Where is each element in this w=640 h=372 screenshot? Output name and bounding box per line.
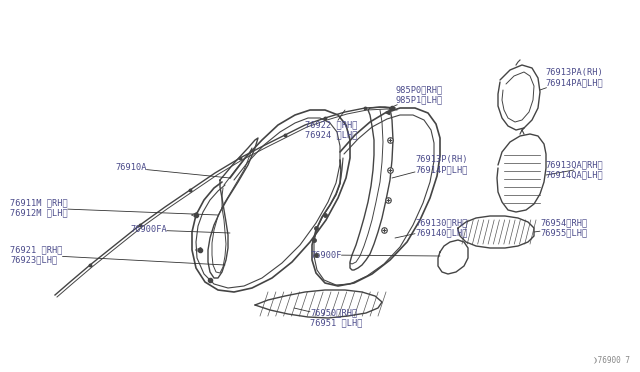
Text: 76900FA: 76900FA (130, 225, 230, 234)
Text: 76922 〈RH〉
76924 〈LH〉: 76922 〈RH〉 76924 〈LH〉 (305, 110, 358, 140)
Text: 76913PA(RH)
76914PA〈LH〉: 76913PA(RH) 76914PA〈LH〉 (540, 68, 603, 90)
Text: 76954〈RH〉
76955〈LH〉: 76954〈RH〉 76955〈LH〉 (534, 218, 588, 238)
Text: ❩76900 7: ❩76900 7 (593, 355, 630, 364)
Text: 76950〈RH〉
76951 〈LH〉: 76950〈RH〉 76951 〈LH〉 (294, 308, 362, 328)
Text: 769130〈RH〉
769140〈LH〉: 769130〈RH〉 769140〈LH〉 (395, 218, 467, 238)
Text: 76921 〈RH〉
76923〈LH〉: 76921 〈RH〉 76923〈LH〉 (10, 245, 225, 265)
Text: 76910A: 76910A (115, 164, 230, 178)
Text: 76900F: 76900F (310, 250, 440, 260)
Text: 985P0〈RH〉
985P1〈LH〉: 985P0〈RH〉 985P1〈LH〉 (390, 85, 442, 108)
Text: 76911M 〈RH〉
76912M 〈LH〉: 76911M 〈RH〉 76912M 〈LH〉 (10, 198, 218, 218)
Text: 76913P(RH)
76914P〈LH〉: 76913P(RH) 76914P〈LH〉 (392, 155, 467, 178)
Text: 76913QA〈RH〉
76914QA〈LH〉: 76913QA〈RH〉 76914QA〈LH〉 (545, 160, 603, 180)
